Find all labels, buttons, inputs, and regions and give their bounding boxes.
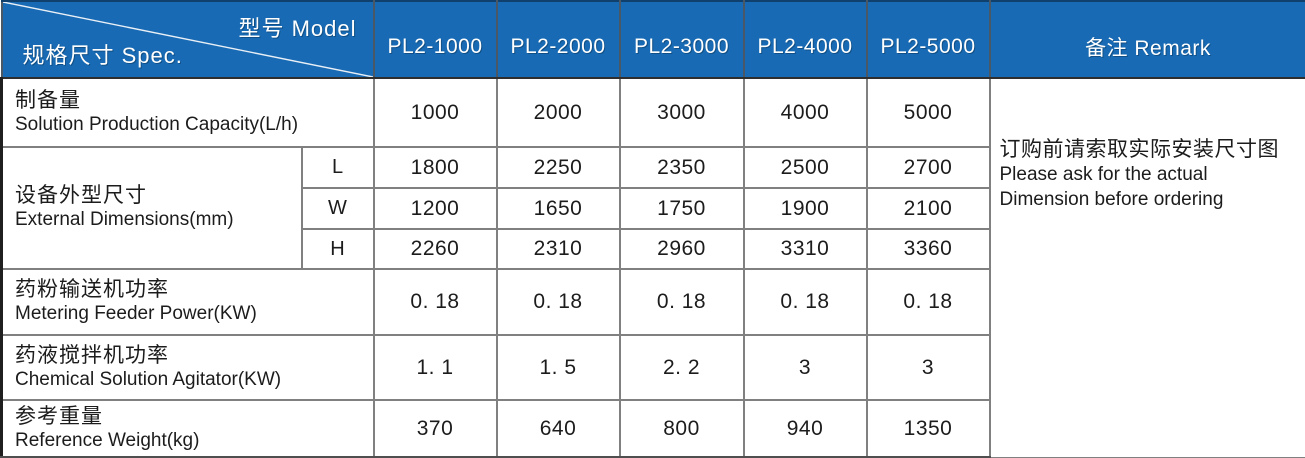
remark-text-en-line1: Please ask for the actual [999,164,1208,186]
feeder-value-4: 0. 18 [742,268,868,336]
feeder-value-1: 0. 18 [372,268,498,336]
weight-row-label: 参考重量 Reference Weight(kg) [0,399,375,458]
dimension-sub-label-h: H [300,228,375,270]
header-model-label: 型号 Model [238,16,357,41]
dimension-w-value-3: 1750 [618,187,745,230]
capacity-label-zh: 制备量 [15,88,81,112]
header-model-col-1: PL2-1000 [372,0,498,79]
weight-value-2: 640 [495,399,621,458]
dimension-l-value-1: 1800 [372,146,498,189]
agitator-value-2: 1. 5 [495,334,621,401]
dimension-w-value-2: 1650 [495,187,621,230]
feeder-label-zh: 药粉输送机功率 [15,278,169,302]
row-agitator-power: 药液搅拌机功率 Chemical Solution Agitator(KW) 1… [0,334,1305,401]
diagonal-divider-line [3,2,373,77]
header-remark-cell: 备注 Remark [988,0,1305,79]
feeder-row-label: 药粉输送机功率 Metering Feeder Power(KW) [0,268,375,336]
weight-value-5: 1350 [865,399,991,458]
agitator-value-4: 3 [742,334,868,401]
agitator-value-3: 2. 2 [618,334,745,401]
dimension-h-value-4: 3310 [742,228,868,270]
dimension-h-value-1: 2260 [372,228,498,270]
dimension-w-value-4: 1900 [742,187,868,230]
capacity-value-4: 4000 [742,77,868,148]
header-corner-cell: 型号 Model 规格尺寸 Spec. [0,0,375,79]
feeder-value-3: 0. 18 [618,268,745,336]
dimension-h-value-3: 2960 [618,228,745,270]
header-model-col-3: PL2-3000 [618,0,745,79]
dimension-sub-label-w: W [300,187,375,230]
agitator-value-5: 3 [865,334,991,401]
header-model-col-4: PL2-4000 [742,0,868,79]
row-feeder-power: 药粉输送机功率 Metering Feeder Power(KW) 0. 18 … [0,268,1305,336]
dimensions-label-en: External Dimensions(mm) [15,209,234,231]
row-dimension-w: W 1200 1650 1750 1900 2100 [2,187,1305,230]
capacity-row-label: 制备量 Solution Production Capacity(L/h) [0,77,375,148]
dimension-h-value-2: 2310 [495,228,621,270]
capacity-label-en: Solution Production Capacity(L/h) [15,113,299,135]
agitator-value-1: 1. 1 [372,334,498,401]
agitator-label-en: Chemical Solution Agitator(KW) [15,368,282,390]
remark-cell: 订购前请索取实际安装尺寸图 Please ask for the actual … [988,77,1305,458]
feeder-value-2: 0. 18 [495,268,621,336]
header-spec-label: 规格尺寸 Spec. [22,43,183,68]
dimensions-row-label: 设备外型尺寸 External Dimensions(mm) [0,146,303,270]
row-dimension-l: 设备外型尺寸 External Dimensions(mm) L 1800 22… [0,146,1305,270]
table-header-row: 型号 Model 规格尺寸 Spec. PL2-1000 PL2-2000 PL… [0,0,1305,79]
weight-value-3: 800 [618,399,745,458]
weight-value-1: 370 [372,399,498,458]
capacity-value-5: 5000 [865,77,991,148]
capacity-value-3: 3000 [618,77,745,148]
header-model-col-2: PL2-2000 [495,0,621,79]
row-reference-weight: 参考重量 Reference Weight(kg) 370 640 800 94… [0,399,1305,458]
dimension-l-value-5: 2700 [865,146,991,189]
feeder-label-en: Metering Feeder Power(KW) [15,303,257,325]
dimension-l-value-4: 2500 [742,146,868,189]
row-capacity: 制备量 Solution Production Capacity(L/h) 10… [0,77,1305,458]
agitator-row-label: 药液搅拌机功率 Chemical Solution Agitator(KW) [0,334,375,401]
dimensions-label-zh: 设备外型尺寸 [15,184,147,208]
weight-value-4: 940 [742,399,868,458]
remark-text-zh: 订购前请索取实际安装尺寸图 [999,138,1279,161]
weight-label-en: Reference Weight(kg) [15,429,200,451]
dimension-l-value-3: 2350 [618,146,745,189]
header-model-col-5: PL2-5000 [865,0,991,79]
dimension-w-value-5: 2100 [865,187,991,230]
dimension-w-value-1: 1200 [372,187,498,230]
weight-label-zh: 参考重量 [15,405,103,428]
capacity-value-2: 2000 [495,77,621,148]
dimension-h-value-5: 3360 [865,228,991,270]
dimension-sub-label-l: L [300,146,375,189]
dimension-l-value-2: 2250 [495,146,621,189]
remark-text-en-line2: Dimension before ordering [999,188,1224,210]
row-dimension-h: H 2260 2310 2960 3310 3360 [2,228,1305,270]
agitator-label-zh: 药液搅拌机功率 [15,343,169,367]
capacity-value-1: 1000 [372,77,498,148]
feeder-value-5: 0. 18 [865,268,991,336]
